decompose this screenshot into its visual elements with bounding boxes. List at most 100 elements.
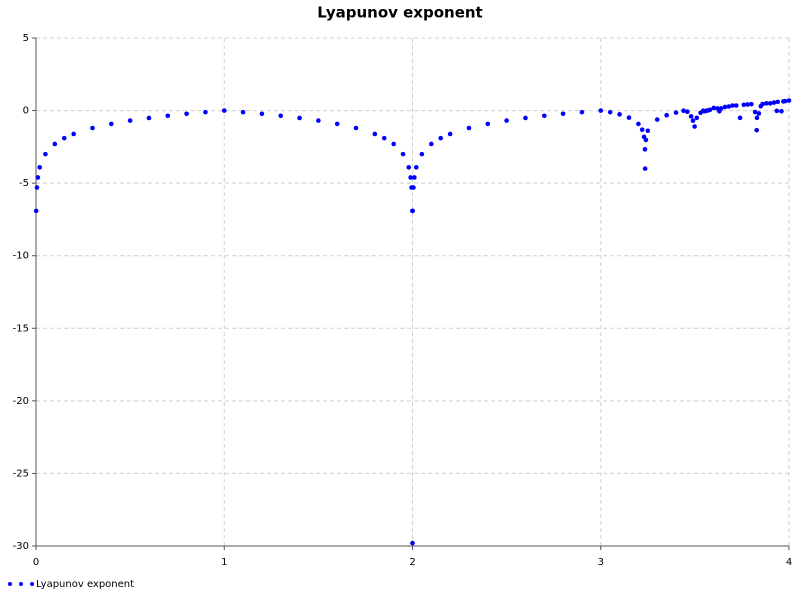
point: [504, 118, 509, 123]
point: [278, 113, 284, 119]
point: [752, 109, 758, 115]
y-tick-label: 0: [23, 106, 29, 117]
point: [642, 147, 648, 152]
point: [438, 135, 444, 141]
point: [764, 101, 769, 106]
point: [353, 125, 359, 131]
point: [779, 108, 784, 114]
point: [754, 115, 760, 121]
point: [733, 103, 739, 108]
point: [642, 166, 648, 171]
y-tick-label: 5: [23, 33, 29, 44]
point: [560, 111, 566, 117]
point: [37, 165, 43, 170]
point: [718, 106, 724, 111]
point: [690, 118, 696, 124]
point: [109, 121, 114, 127]
point: [730, 103, 735, 108]
legend-marker: [19, 582, 23, 586]
point: [692, 124, 697, 129]
point: [771, 100, 777, 105]
point: [626, 115, 632, 120]
point: [34, 185, 40, 190]
point: [52, 141, 58, 147]
point: [767, 101, 773, 106]
point: [722, 104, 728, 110]
point: [61, 135, 67, 141]
point: [447, 131, 453, 137]
y-tick-label: -30: [13, 541, 29, 552]
point: [406, 165, 412, 170]
point: [775, 99, 781, 105]
legend-marker: [30, 582, 34, 586]
point: [33, 208, 39, 214]
point: [681, 108, 686, 114]
point: [664, 112, 669, 118]
point: [760, 101, 765, 107]
point: [419, 151, 425, 157]
point: [429, 141, 434, 147]
point: [707, 107, 713, 113]
point: [203, 109, 208, 115]
point: [127, 118, 133, 123]
point: [334, 121, 340, 127]
point: [316, 118, 321, 123]
y-tick-label: -20: [13, 396, 29, 407]
point: [607, 109, 613, 115]
x-tick-label: 2: [409, 557, 415, 568]
point: [297, 115, 302, 121]
point: [240, 109, 246, 115]
point: [673, 110, 679, 115]
point: [645, 128, 651, 134]
point: [466, 125, 472, 131]
point: [411, 185, 416, 190]
x-tick-label: 3: [598, 557, 604, 568]
y-tick-label: -15: [13, 323, 29, 334]
point: [413, 165, 419, 170]
x-tick-label: 1: [221, 557, 227, 568]
point: [786, 98, 792, 103]
point: [410, 208, 415, 214]
point: [598, 108, 604, 113]
point: [35, 175, 41, 180]
point: [749, 101, 754, 107]
point: [741, 102, 747, 108]
point: [639, 127, 645, 133]
point: [654, 117, 660, 122]
point: [485, 121, 491, 127]
point: [636, 121, 641, 127]
point: [643, 137, 649, 143]
legend-marker: [8, 582, 12, 586]
point: [412, 175, 417, 180]
point: [726, 104, 732, 109]
y-tick-label: -25: [13, 468, 29, 479]
point: [782, 98, 788, 104]
point: [372, 131, 378, 137]
point: [745, 102, 750, 107]
x-tick-label: 0: [33, 557, 39, 568]
point: [410, 540, 415, 546]
point: [90, 125, 95, 131]
point: [184, 111, 189, 117]
x-tick-label: 4: [786, 557, 792, 568]
point: [391, 141, 396, 147]
legend-label: Lyapunov exponent: [36, 579, 134, 590]
chart-title: Lyapunov exponent: [317, 4, 482, 22]
point: [408, 175, 413, 180]
point: [756, 111, 762, 116]
y-tick-label: -5: [19, 178, 29, 189]
point: [579, 109, 585, 115]
point: [541, 113, 547, 119]
point: [146, 115, 152, 121]
point: [685, 109, 690, 115]
point: [71, 131, 76, 137]
point: [694, 115, 700, 121]
point: [381, 135, 387, 141]
point: [737, 115, 743, 121]
point: [754, 127, 759, 133]
point: [688, 114, 694, 119]
point: [523, 115, 528, 121]
point: [711, 105, 716, 111]
point: [774, 108, 780, 114]
